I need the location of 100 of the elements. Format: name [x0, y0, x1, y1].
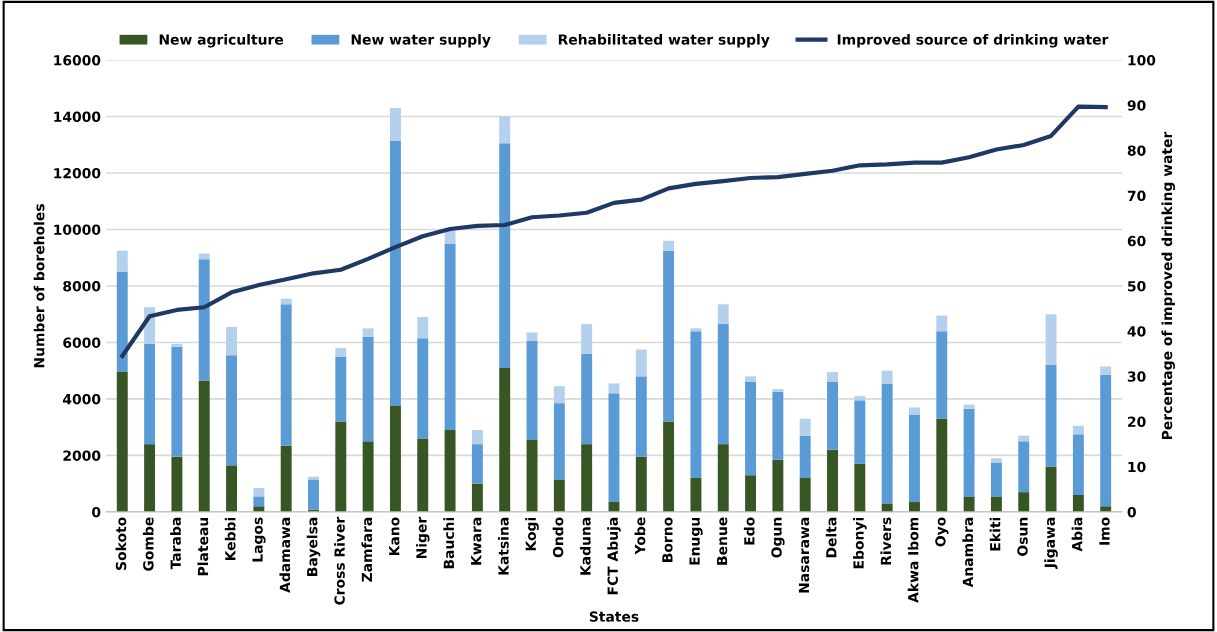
- bar: [827, 449, 838, 512]
- bar: [635, 376, 647, 457]
- bar: [581, 444, 593, 512]
- bar: [444, 430, 456, 512]
- bar: [745, 382, 757, 476]
- bar: [471, 430, 483, 445]
- x-tick-label: Kaduna: [579, 517, 591, 575]
- bar: [881, 370, 893, 384]
- bar: [171, 456, 183, 512]
- y-tick-label: 14000: [54, 111, 101, 122]
- x-tick-label: Nasarawa: [798, 517, 810, 593]
- legend-label: Rehabilitated water supply: [558, 33, 770, 48]
- bar: [608, 383, 620, 394]
- legend-label: New water supply: [351, 33, 491, 48]
- bar: [690, 331, 702, 479]
- x-tick-label: Yobe: [634, 517, 646, 555]
- bar: [116, 271, 128, 373]
- bar: [663, 421, 675, 512]
- x-tick-label: Plateau: [197, 517, 209, 576]
- bar: [499, 116, 511, 144]
- x-tick-label: Sokoto: [115, 517, 127, 570]
- bar: [963, 404, 975, 409]
- bar: [881, 383, 893, 504]
- bar: [827, 372, 838, 382]
- y2-tick-label: 40: [1127, 326, 1146, 337]
- x-tick-label: Kebbi: [224, 517, 236, 561]
- bar: [335, 348, 347, 357]
- bar: [171, 343, 183, 347]
- bar: [745, 475, 757, 512]
- y2-tick-label: 90: [1127, 100, 1146, 111]
- bar: [389, 140, 401, 407]
- y-tick-label: 6000: [63, 337, 101, 348]
- bar: [553, 403, 565, 480]
- bar: [417, 317, 429, 339]
- bar: [226, 326, 237, 356]
- x-tick-label: Niger: [415, 516, 430, 559]
- line-series: [120, 104, 1108, 359]
- bar: [909, 414, 920, 503]
- bar: [526, 439, 538, 512]
- bar: [1072, 425, 1084, 435]
- y-tick-label: 10000: [54, 224, 101, 235]
- bar: [553, 386, 565, 404]
- x-tick-label: Osun: [1017, 517, 1028, 556]
- bar: [144, 343, 156, 445]
- x-tick-label: Delta: [825, 517, 837, 558]
- y2-axis-title: Percentage of improved drinking water: [1161, 131, 1176, 440]
- bar: [608, 393, 620, 503]
- bar: [335, 356, 347, 422]
- x-tick-label: Taraba: [170, 517, 181, 570]
- bar: [1045, 365, 1057, 467]
- bar: [799, 418, 811, 436]
- y-tick-label: 16000: [54, 55, 101, 66]
- x-tick-label: Kogi: [525, 517, 539, 551]
- bar: [280, 304, 292, 446]
- bar: [745, 376, 757, 382]
- bar: [171, 346, 183, 457]
- x-tick-label: Anambra: [962, 517, 974, 588]
- y2-tick-label: 0: [1127, 506, 1136, 518]
- bar: [389, 108, 401, 141]
- x-tick-label: Kano: [389, 517, 400, 556]
- bar: [471, 483, 483, 512]
- bar: [553, 479, 565, 512]
- bar: [690, 478, 702, 512]
- bar: [198, 380, 210, 512]
- y2-tick-label: 100: [1128, 55, 1156, 66]
- bar: [799, 435, 811, 479]
- bar: [280, 445, 292, 512]
- bar: [854, 400, 866, 464]
- bar: [1045, 466, 1057, 512]
- bar: [362, 336, 374, 442]
- bar: [499, 143, 511, 368]
- bar: [1045, 314, 1057, 366]
- x-tick-label: Akwa Ibom: [907, 517, 919, 603]
- bar: [144, 444, 156, 512]
- bar: [799, 478, 811, 512]
- bar: [1100, 366, 1112, 375]
- y2-tick-label: 80: [1127, 145, 1146, 156]
- bar: [690, 328, 702, 332]
- x-tick-label: Jigawa: [1044, 517, 1058, 570]
- bar: [881, 503, 893, 512]
- bar: [417, 338, 429, 439]
- bar: [444, 243, 456, 431]
- y-axis-title: Number of boreholes: [33, 204, 45, 368]
- bar: [772, 389, 784, 392]
- bar: [990, 458, 1002, 463]
- bar: [362, 328, 374, 337]
- bar: [909, 502, 920, 512]
- x-tick-label: Zamfara: [361, 517, 373, 582]
- bar: [963, 496, 975, 512]
- bar: [253, 496, 265, 507]
- x-tick-label: Cross River: [334, 516, 345, 605]
- y-tick-label: 12000: [54, 167, 101, 179]
- x-tick-label: FCT Abuja: [607, 517, 621, 595]
- bar: [909, 407, 920, 415]
- bar: [663, 240, 675, 251]
- y-tick-label: 4000: [62, 393, 101, 405]
- bar: [663, 250, 675, 422]
- y2-tick-label: 10: [1128, 461, 1146, 473]
- bar: [581, 324, 593, 354]
- bar: [417, 438, 429, 512]
